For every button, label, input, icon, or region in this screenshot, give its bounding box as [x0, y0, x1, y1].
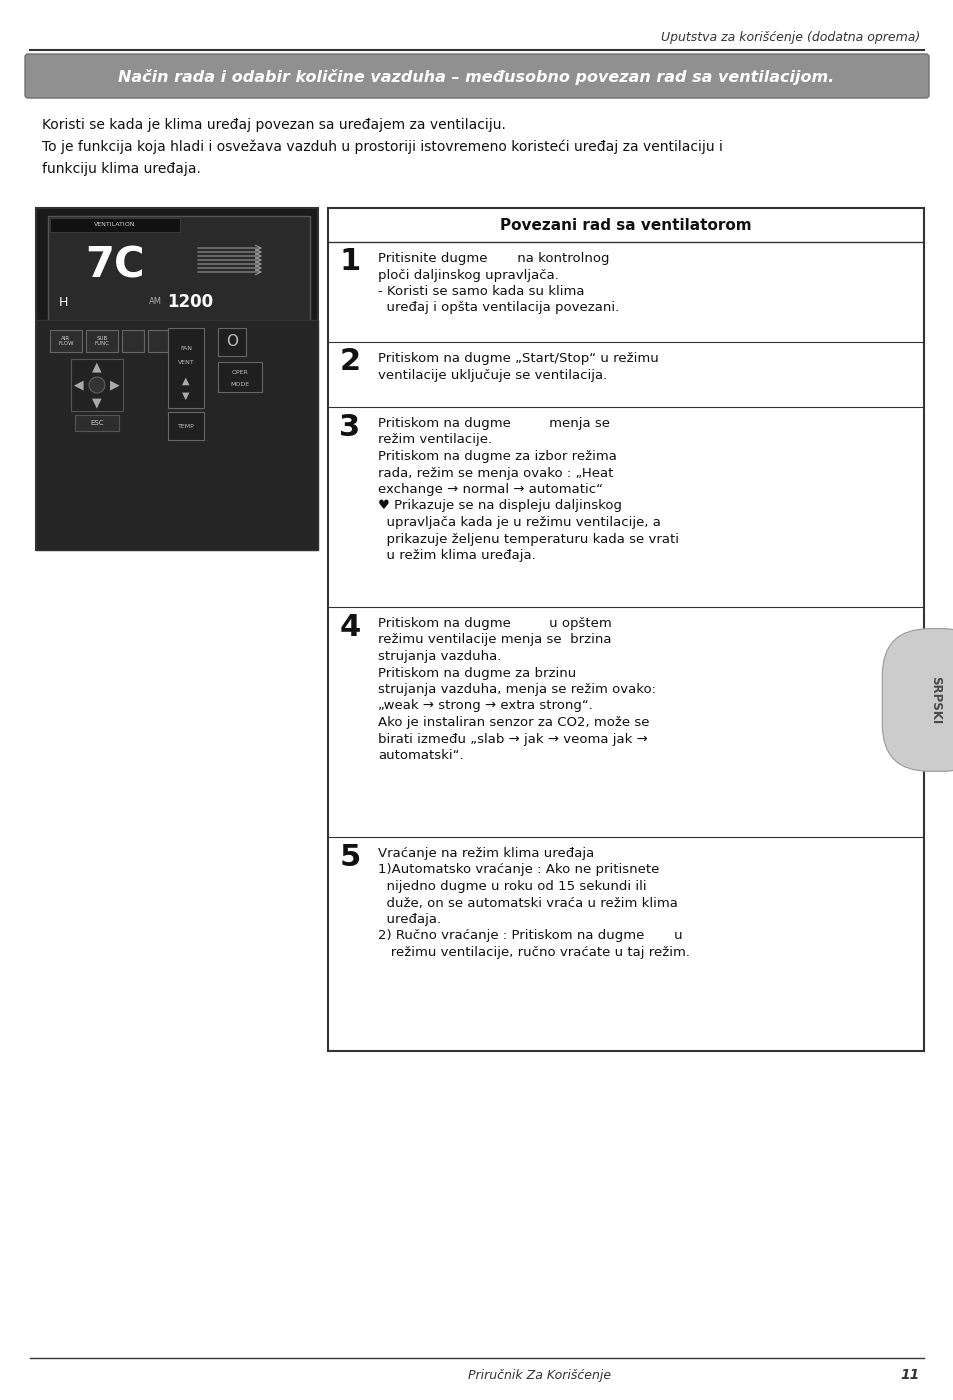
- Text: strujanja vazduha.: strujanja vazduha.: [377, 650, 501, 664]
- Text: nijedno dugme u roku od 15 sekundi ili: nijedno dugme u roku od 15 sekundi ili: [377, 881, 646, 893]
- Text: Ako je instaliran senzor za CO2, može se: Ako je instaliran senzor za CO2, može se: [377, 715, 649, 729]
- Bar: [71, 358, 123, 412]
- Bar: [122, 330, 144, 351]
- Text: ◀: ◀: [74, 378, 84, 392]
- Bar: [50, 330, 82, 351]
- Text: Koristi se kada je klima uređaj povezan sa uređajem za ventilaciju.: Koristi se kada je klima uređaj povezan …: [42, 118, 505, 132]
- Text: u režim klima uređaja.: u režim klima uređaja.: [377, 549, 536, 561]
- Bar: [36, 209, 317, 550]
- Text: ♥ Prikazuje se na displeju daljinskog: ♥ Prikazuje se na displeju daljinskog: [377, 500, 621, 512]
- Text: strujanja vazduha, menja se režim ovako:: strujanja vazduha, menja se režim ovako:: [377, 683, 656, 696]
- Text: ▶: ▶: [111, 378, 120, 392]
- Text: SRPSKI: SRPSKI: [928, 676, 942, 724]
- Text: H: H: [58, 295, 68, 308]
- Text: Način rada i odabir količine vazduha – međusobno povezan rad sa ventilacijom.: Način rada i odabir količine vazduha – m…: [118, 69, 833, 85]
- Text: „weak → strong → extra strong“.: „weak → strong → extra strong“.: [377, 700, 592, 713]
- Bar: [50, 218, 180, 232]
- Bar: [36, 321, 317, 550]
- Text: uređaja.: uređaja.: [377, 913, 440, 925]
- Text: MODE: MODE: [231, 381, 250, 386]
- Text: AIR
FLOW: AIR FLOW: [58, 336, 73, 346]
- Text: 3: 3: [339, 413, 360, 441]
- Bar: [218, 328, 246, 356]
- Text: ventilacije uključuje se ventilacija.: ventilacije uključuje se ventilacija.: [377, 368, 607, 381]
- Bar: [75, 414, 119, 431]
- Bar: [48, 216, 310, 321]
- Text: režimu ventilacije menja se  brzina: režimu ventilacije menja se brzina: [377, 633, 611, 647]
- Text: upravljača kada je u režimu ventilacije, a: upravljača kada je u režimu ventilacije,…: [377, 517, 660, 529]
- Text: ▲: ▲: [182, 377, 190, 386]
- Text: 2) Ručno vraćanje : Pritiskom na dugme       u: 2) Ručno vraćanje : Pritiskom na dugme u: [377, 930, 682, 942]
- Text: 4: 4: [339, 613, 360, 641]
- Text: Pritiskom na dugme         u opštem: Pritiskom na dugme u opštem: [377, 617, 611, 630]
- Text: FAN: FAN: [180, 346, 192, 350]
- Bar: [168, 412, 204, 440]
- Text: ploči daljinskog upravljača.: ploči daljinskog upravljača.: [377, 269, 558, 281]
- Text: SUB
FUNC: SUB FUNC: [94, 336, 110, 346]
- Bar: [218, 363, 262, 392]
- Text: VENTILATION: VENTILATION: [94, 223, 135, 227]
- Text: 7C: 7C: [85, 244, 145, 286]
- Text: funkciju klima uređaja.: funkciju klima uređaja.: [42, 162, 201, 176]
- Bar: [328, 209, 923, 1051]
- Text: prikazuje željenu temperaturu kada se vrati: prikazuje željenu temperaturu kada se vr…: [377, 532, 679, 546]
- Text: TEMP: TEMP: [177, 423, 194, 428]
- Text: Pritiskom na dugme za izbor režima: Pritiskom na dugme za izbor režima: [377, 449, 617, 463]
- Text: AM: AM: [149, 298, 161, 307]
- Text: ▼: ▼: [182, 391, 190, 400]
- Text: Pritiskom na dugme         menja se: Pritiskom na dugme menja se: [377, 417, 609, 430]
- Text: birati između „slab → jak → veoma jak →: birati između „slab → jak → veoma jak →: [377, 732, 647, 745]
- Text: automatski“.: automatski“.: [377, 749, 463, 762]
- Text: VENT: VENT: [177, 360, 194, 365]
- Text: Vraćanje na režim klima uređaja: Vraćanje na režim klima uređaja: [377, 847, 594, 860]
- Text: režim ventilacije.: režim ventilacije.: [377, 434, 492, 447]
- Text: Pritisnite dugme       na kontrolnog: Pritisnite dugme na kontrolnog: [377, 252, 609, 265]
- Text: 1200: 1200: [167, 293, 213, 311]
- Bar: [148, 330, 170, 351]
- Bar: [168, 328, 204, 407]
- Text: O: O: [226, 335, 237, 350]
- Text: 2: 2: [339, 347, 360, 377]
- Text: Priručnik Za Korišćenje: Priručnik Za Korišćenje: [468, 1369, 611, 1382]
- Text: 5: 5: [339, 843, 360, 871]
- Text: duže, on se automatski vraća u režim klima: duže, on se automatski vraća u režim kli…: [377, 896, 678, 910]
- Bar: [86, 330, 118, 351]
- Text: Pritiskom na dugme za brzinu: Pritiskom na dugme za brzinu: [377, 666, 576, 679]
- Text: To je funkcija koja hladi i osvežava vazduh u prostoriji istovremeno koristeći u: To je funkcija koja hladi i osvežava vaz…: [42, 140, 722, 154]
- Text: Pritiskom na dugme „Start/Stop“ u režimu: Pritiskom na dugme „Start/Stop“ u režimu: [377, 351, 659, 365]
- Text: rada, režim se menja ovako : „Heat: rada, režim se menja ovako : „Heat: [377, 466, 613, 479]
- Text: 11: 11: [900, 1368, 919, 1382]
- Text: Uputstva za korišćenje (dodatna oprema): Uputstva za korišćenje (dodatna oprema): [660, 31, 919, 45]
- Text: 1)Automatsko vraćanje : Ako ne pritisnete: 1)Automatsko vraćanje : Ako ne pritisnet…: [377, 864, 659, 876]
- Text: exchange → normal → automatic“: exchange → normal → automatic“: [377, 483, 602, 496]
- Text: 1: 1: [339, 248, 360, 277]
- Text: Povezani rad sa ventilatorom: Povezani rad sa ventilatorom: [499, 217, 751, 232]
- Text: ▼: ▼: [92, 396, 102, 409]
- Text: OPER: OPER: [232, 370, 248, 374]
- Text: ▲: ▲: [92, 360, 102, 374]
- Text: ESC: ESC: [91, 420, 104, 426]
- Text: režimu ventilacije, ručno vraćate u taj režim.: režimu ventilacije, ručno vraćate u taj …: [377, 946, 689, 959]
- Circle shape: [89, 377, 105, 393]
- Text: - Koristi se samo kada su klima: - Koristi se samo kada su klima: [377, 286, 584, 298]
- FancyBboxPatch shape: [25, 55, 928, 98]
- Text: uređaj i opšta ventilacija povezani.: uređaj i opšta ventilacija povezani.: [377, 301, 618, 315]
